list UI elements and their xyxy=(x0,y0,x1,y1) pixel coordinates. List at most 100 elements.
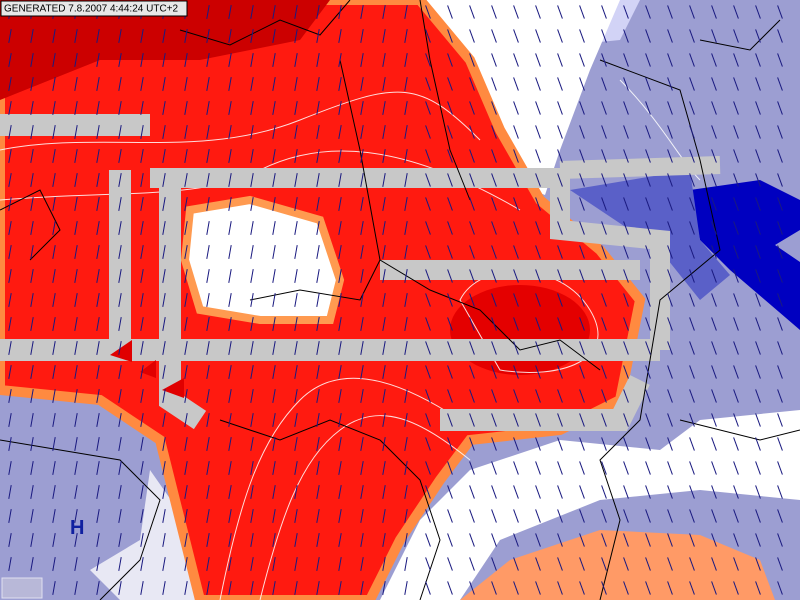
wind-barb xyxy=(733,413,739,427)
wind-barb xyxy=(579,221,585,235)
wind-barb xyxy=(30,101,34,115)
border xyxy=(679,419,800,441)
wind-barb xyxy=(52,173,56,187)
wind-barb xyxy=(272,197,276,211)
wind-barb xyxy=(316,485,320,499)
wind-barb xyxy=(272,221,276,235)
wind-barb xyxy=(513,317,519,331)
wind-barb xyxy=(733,221,739,235)
wind-barb xyxy=(579,461,585,475)
wind-barb xyxy=(777,77,783,91)
wind-barb xyxy=(755,101,761,115)
wind-barb xyxy=(228,557,232,571)
wind-barb xyxy=(294,293,298,307)
wind-barb xyxy=(184,389,188,403)
wind-barb xyxy=(491,293,497,307)
wind-barb xyxy=(228,245,232,259)
wind-barb xyxy=(228,29,232,43)
wind-barb xyxy=(52,413,56,427)
wind-barb xyxy=(777,341,783,355)
wind-barb xyxy=(382,197,386,211)
wind-barb xyxy=(425,77,431,91)
wind-barb xyxy=(755,269,761,283)
wind-barb xyxy=(601,581,607,595)
wind-barb xyxy=(557,245,563,259)
wind-barb xyxy=(447,293,453,307)
wind-barb xyxy=(777,461,783,475)
wind-barb xyxy=(711,101,717,115)
wind-barb xyxy=(118,221,122,235)
wind-barb xyxy=(206,149,210,163)
border xyxy=(379,259,601,371)
wind-barb xyxy=(316,269,320,283)
wind-barb xyxy=(711,173,717,187)
wind-barb xyxy=(96,341,100,355)
wind-barb xyxy=(140,77,144,91)
wind-barb xyxy=(491,221,497,235)
wind-barb xyxy=(733,581,739,595)
wind-barb xyxy=(557,149,563,163)
wind-barb xyxy=(74,341,78,355)
wind-barb xyxy=(74,101,78,115)
wind-barb xyxy=(30,53,34,67)
wind-barb xyxy=(382,437,386,451)
wind-barb xyxy=(645,173,651,187)
wind-barb xyxy=(30,461,34,475)
wind-barb xyxy=(491,365,497,379)
wind-barb xyxy=(579,173,585,187)
wind-barb xyxy=(360,5,364,19)
wind-barb xyxy=(162,533,166,547)
wind-barb xyxy=(733,437,739,451)
wind-barb xyxy=(491,5,497,19)
wind-barb xyxy=(469,485,475,499)
wind-barb xyxy=(667,5,673,19)
contour xyxy=(399,454,800,600)
warm-region xyxy=(460,530,775,600)
wind-barb xyxy=(491,461,497,475)
gray-bands xyxy=(0,114,721,431)
wind-barb xyxy=(404,149,408,163)
wind-barb xyxy=(294,533,298,547)
wind-barb xyxy=(30,557,34,571)
wind-barb xyxy=(535,197,541,211)
wind-barb xyxy=(8,101,12,115)
border xyxy=(0,439,161,600)
wind-barb xyxy=(96,245,100,259)
wind-barb xyxy=(535,485,541,499)
wind-barb xyxy=(140,317,144,331)
wind-barb xyxy=(733,365,739,379)
wind-barb xyxy=(360,197,364,211)
wind-barb xyxy=(777,581,783,595)
wind-barb xyxy=(162,29,166,43)
wind-barb xyxy=(777,485,783,499)
wind-barb xyxy=(74,269,78,283)
wind-barb xyxy=(447,389,453,403)
wind-barb xyxy=(513,125,519,139)
wind-barb xyxy=(535,101,541,115)
wind-barb xyxy=(733,149,739,163)
wind-barb xyxy=(228,149,232,163)
wind-barb xyxy=(777,509,783,523)
wind-barb xyxy=(733,173,739,187)
wind-barb xyxy=(557,509,563,523)
wind-barb xyxy=(52,269,56,283)
wind-barb xyxy=(623,53,629,67)
wind-barb xyxy=(557,461,563,475)
wind-barb xyxy=(382,125,386,139)
wind-barb xyxy=(184,293,188,307)
wind-barb xyxy=(711,293,717,307)
wind-barb xyxy=(382,413,386,427)
wind-barb xyxy=(118,557,122,571)
wind-barb xyxy=(272,77,276,91)
wind-barb xyxy=(206,101,210,115)
wind-barb xyxy=(645,53,651,67)
border xyxy=(699,19,781,51)
wind-barb xyxy=(404,245,408,259)
wind-barb xyxy=(777,125,783,139)
wind-barb xyxy=(623,101,629,115)
wind-barb xyxy=(96,29,100,43)
wind-barb xyxy=(601,173,607,187)
wind-barb xyxy=(206,173,210,187)
wind-barb xyxy=(645,557,651,571)
